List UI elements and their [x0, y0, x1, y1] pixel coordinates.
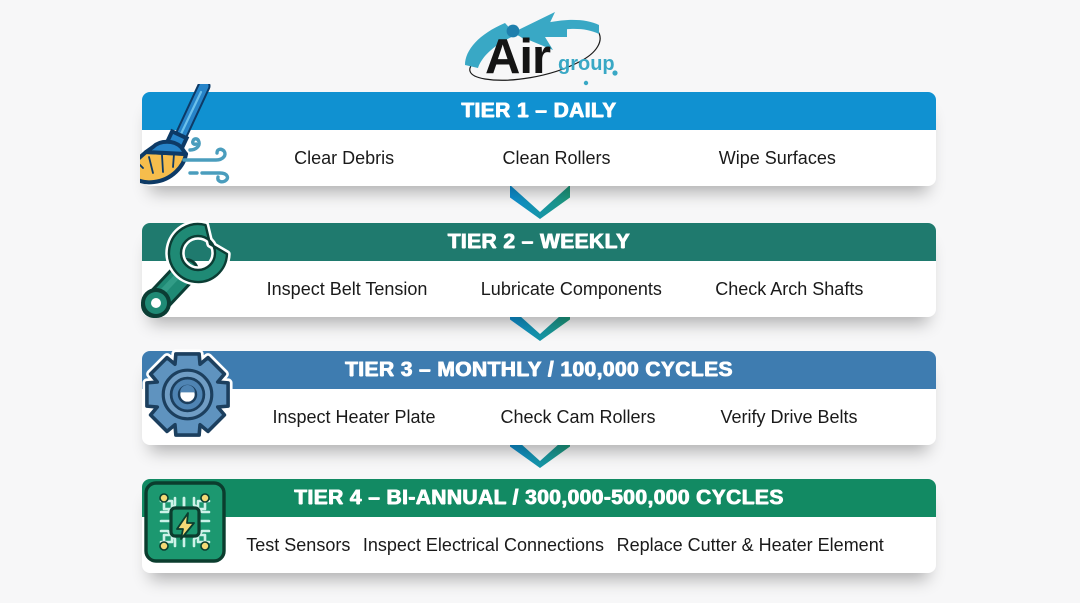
- svg-text:Air: Air: [485, 30, 551, 84]
- svg-text:group: group: [558, 53, 615, 75]
